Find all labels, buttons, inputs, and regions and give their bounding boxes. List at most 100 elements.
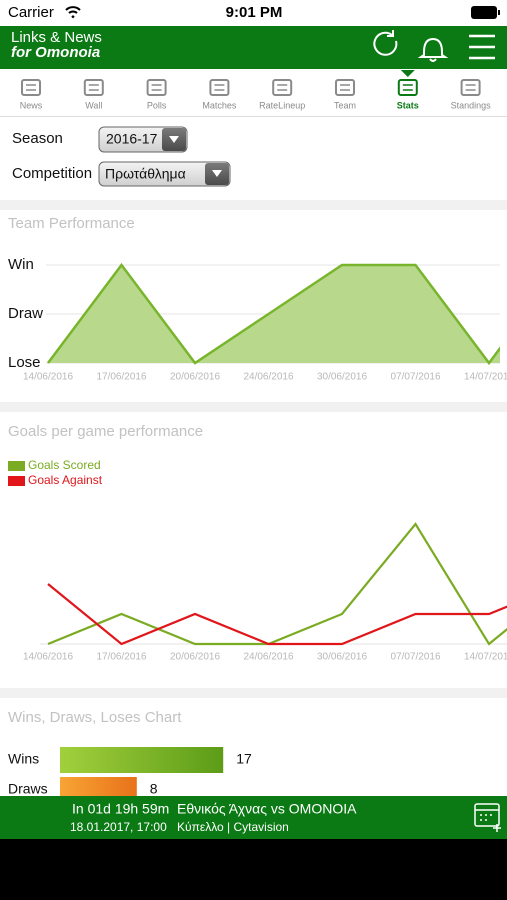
section-divider xyxy=(0,402,507,412)
match-teams: Εθνικός Άχνας vs OMONOIA xyxy=(177,801,357,817)
tab[interactable]: Stats xyxy=(397,70,419,110)
tab-icon xyxy=(209,79,230,96)
tab-icon xyxy=(21,79,41,96)
tab-icon-detail xyxy=(214,84,225,91)
chart-title: Goals per game performance xyxy=(8,423,203,440)
y-tick-label: Lose xyxy=(8,354,41,371)
competition-value: Πρωτάθλημα xyxy=(105,166,186,182)
black-bottom xyxy=(0,839,507,900)
legend-label: Goals Scored xyxy=(28,458,101,472)
y-tick-label: Draw xyxy=(8,305,43,322)
tab-icon-detail xyxy=(151,84,162,91)
tab-label: Polls xyxy=(147,100,167,110)
tab-label-active: Stats xyxy=(397,100,419,110)
plot xyxy=(47,522,507,646)
menu-button[interactable] xyxy=(469,34,495,60)
series-line xyxy=(47,522,507,646)
tab[interactable]: Team xyxy=(334,79,356,110)
x-tick-label: 17/06/2016 xyxy=(96,652,146,663)
chart-title: Wins, Draws, Loses Chart xyxy=(8,709,182,726)
tab-label: Matches xyxy=(202,100,237,110)
tab[interactable]: Standings xyxy=(451,79,492,110)
y-tick-label: Win xyxy=(8,256,34,273)
battery-tip xyxy=(498,10,500,15)
app-title: Links & News xyxy=(11,29,102,46)
area-fill xyxy=(48,265,500,363)
match-competition: Κύπελλο | Cytavision xyxy=(177,820,289,834)
arrow xyxy=(212,170,222,177)
tab-icon xyxy=(460,79,481,96)
tab-icon xyxy=(83,79,104,96)
app-subtitle: for Omonoia xyxy=(11,44,100,61)
season-label: Season xyxy=(12,130,63,147)
competition-dropdown[interactable] xyxy=(98,161,231,187)
calendar-icon xyxy=(474,803,500,827)
app-header xyxy=(0,26,507,69)
area-line xyxy=(47,262,500,366)
bar-label: Wins xyxy=(8,751,39,767)
x-tick-label: 30/06/2016 xyxy=(317,652,367,663)
x-tick-label: 24/06/2016 xyxy=(243,652,293,663)
x-tick-label: 17/06/2016 xyxy=(96,372,146,383)
arrow xyxy=(169,136,179,143)
section-divider xyxy=(0,200,507,210)
tab[interactable]: Matches xyxy=(202,79,237,110)
tab-icon-detail xyxy=(340,84,350,91)
x-tick-label: 14/06/2016 xyxy=(23,652,73,663)
tab-icon-detail xyxy=(402,84,413,91)
tab[interactable]: Polls xyxy=(146,79,167,110)
x-tick-label: 07/07/2016 xyxy=(390,372,440,383)
tab-icon xyxy=(397,79,418,96)
x-tick-label: 20/06/2016 xyxy=(170,652,220,663)
bar-label: Draws xyxy=(8,781,48,797)
plot xyxy=(47,262,500,366)
next-match-bar[interactable] xyxy=(0,796,507,839)
match-datetime: 18.01.2017, 17:00 xyxy=(70,820,167,834)
x-tick-label: 07/07/2016 xyxy=(390,652,440,663)
tab-icon xyxy=(146,79,167,96)
bar-value: 17 xyxy=(236,751,252,767)
x-tick-label: 24/06/2016 xyxy=(243,372,293,383)
charts: Team Performance Lose Draw Win 14/06/2016 17/… xyxy=(8,215,507,803)
battery xyxy=(471,6,497,19)
chart-title: Team Performance xyxy=(8,215,135,232)
tab-label: Wall xyxy=(85,100,102,110)
tab-label: Standings xyxy=(451,100,492,110)
wifi-icon xyxy=(65,6,81,19)
tab-label: News xyxy=(20,100,43,110)
tab-bar: News Wall Polls Matches RateLineup Team Stats S… xyxy=(20,70,491,110)
clock: 9:01 PM xyxy=(226,4,283,21)
x-tick-label: 14/07/2016 xyxy=(464,652,507,663)
season-value: 2016-17 xyxy=(106,131,158,147)
tab[interactable]: RateLineup xyxy=(259,79,305,110)
series-line xyxy=(47,583,507,646)
legend-swatch xyxy=(8,476,25,486)
tab-label: RateLineup xyxy=(259,100,305,110)
tab-icon xyxy=(335,79,355,96)
x-tick-label: 30/06/2016 xyxy=(317,372,367,383)
carrier: Carrier xyxy=(8,4,54,21)
tab-icon-detail xyxy=(88,84,99,91)
section-divider xyxy=(0,688,507,698)
notifications-button[interactable] xyxy=(417,37,449,62)
tab[interactable]: Wall xyxy=(83,79,104,110)
legend-swatch xyxy=(8,461,25,471)
tab-icon-detail xyxy=(26,84,36,91)
x-tick-label: 20/06/2016 xyxy=(170,372,220,383)
calendar-detail xyxy=(475,809,501,832)
refresh-button[interactable] xyxy=(373,30,398,56)
bar xyxy=(60,747,224,773)
calendar-button[interactable] xyxy=(474,803,501,832)
tab-icon-detail xyxy=(465,84,476,91)
x-tick-label: 14/07/2016 xyxy=(464,372,507,383)
tab-divider xyxy=(0,116,507,117)
x-tick-label: 14/06/2016 xyxy=(23,372,73,383)
tab-icon-detail xyxy=(277,84,288,91)
plot xyxy=(47,583,507,646)
active-indicator xyxy=(400,70,415,77)
tab-icon xyxy=(272,79,293,96)
tab[interactable]: News xyxy=(20,79,43,110)
tab-label: Team xyxy=(334,100,356,110)
bar-value: 8 xyxy=(150,781,158,797)
